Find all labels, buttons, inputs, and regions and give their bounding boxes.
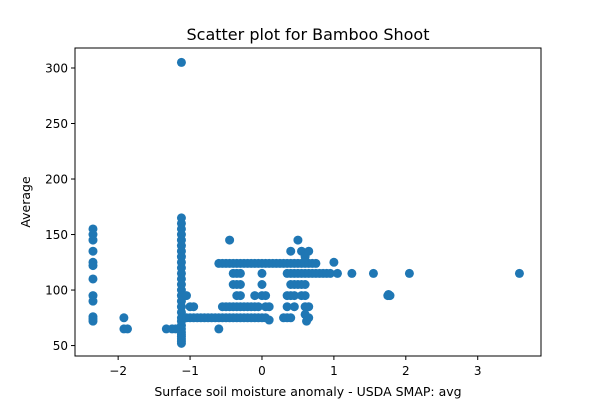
- data-point: [286, 313, 296, 323]
- x-axis-label: Surface soil moisture anomaly - USDA SMA…: [154, 384, 461, 399]
- data-point: [119, 313, 129, 323]
- data-point: [293, 235, 303, 245]
- data-point: [261, 291, 271, 301]
- y-axis-label: Average: [18, 176, 33, 228]
- x-tick-label: −1: [181, 364, 199, 378]
- data-point: [332, 268, 342, 278]
- data-point: [286, 246, 296, 256]
- data-point: [257, 280, 267, 289]
- plot-area: [88, 57, 524, 348]
- data-point: [253, 302, 263, 312]
- data-point: [300, 280, 310, 289]
- x-tick-label: −2: [109, 364, 127, 378]
- data-point: [304, 302, 314, 312]
- y-tick-label: 250: [45, 117, 68, 131]
- data-point: [189, 302, 199, 312]
- data-point: [289, 302, 299, 312]
- data-point: [282, 302, 292, 312]
- x-tick-label: 2: [402, 364, 410, 378]
- data-point: [88, 235, 98, 245]
- data-point: [311, 258, 321, 268]
- x-tick-label: 3: [474, 364, 482, 378]
- data-point: [264, 315, 274, 325]
- y-tick-label: 100: [45, 284, 68, 298]
- data-point: [250, 291, 260, 301]
- data-point: [302, 316, 312, 326]
- data-point: [235, 268, 245, 278]
- data-point: [384, 289, 394, 299]
- data-point: [325, 268, 335, 278]
- data-point: [289, 291, 299, 301]
- data-point: [88, 261, 98, 271]
- data-point: [347, 268, 357, 278]
- data-point: [300, 291, 310, 301]
- data-point: [88, 274, 98, 284]
- x-axis: −2 −1 0 1 2 3: [109, 356, 482, 378]
- data-point: [304, 246, 314, 256]
- data-point: [88, 246, 98, 256]
- data-point: [176, 338, 186, 348]
- y-axis: 50 100 150 200 250 300: [45, 61, 75, 353]
- y-tick-label: 150: [45, 228, 68, 242]
- data-point: [88, 296, 98, 306]
- x-tick-label: 1: [330, 364, 338, 378]
- data-point: [181, 291, 191, 301]
- plot-frame: [74, 47, 542, 357]
- data-point: [88, 316, 98, 326]
- data-point: [225, 235, 235, 245]
- data-point: [329, 257, 339, 267]
- data-point: [404, 268, 414, 278]
- data-point: [235, 291, 245, 301]
- data-point: [368, 268, 378, 278]
- data-point: [214, 324, 224, 334]
- data-point: [123, 324, 132, 334]
- data-point: [257, 268, 267, 278]
- y-tick-label: 200: [45, 173, 68, 187]
- data-point: [264, 302, 274, 312]
- chart-title: Scatter plot for Bamboo Shoot: [187, 25, 430, 44]
- y-tick-label: 50: [53, 339, 68, 353]
- data-point: [176, 57, 186, 67]
- y-tick-label: 300: [45, 61, 68, 75]
- data-point: [514, 268, 524, 278]
- data-point: [235, 280, 245, 289]
- x-tick-label: 0: [258, 364, 266, 378]
